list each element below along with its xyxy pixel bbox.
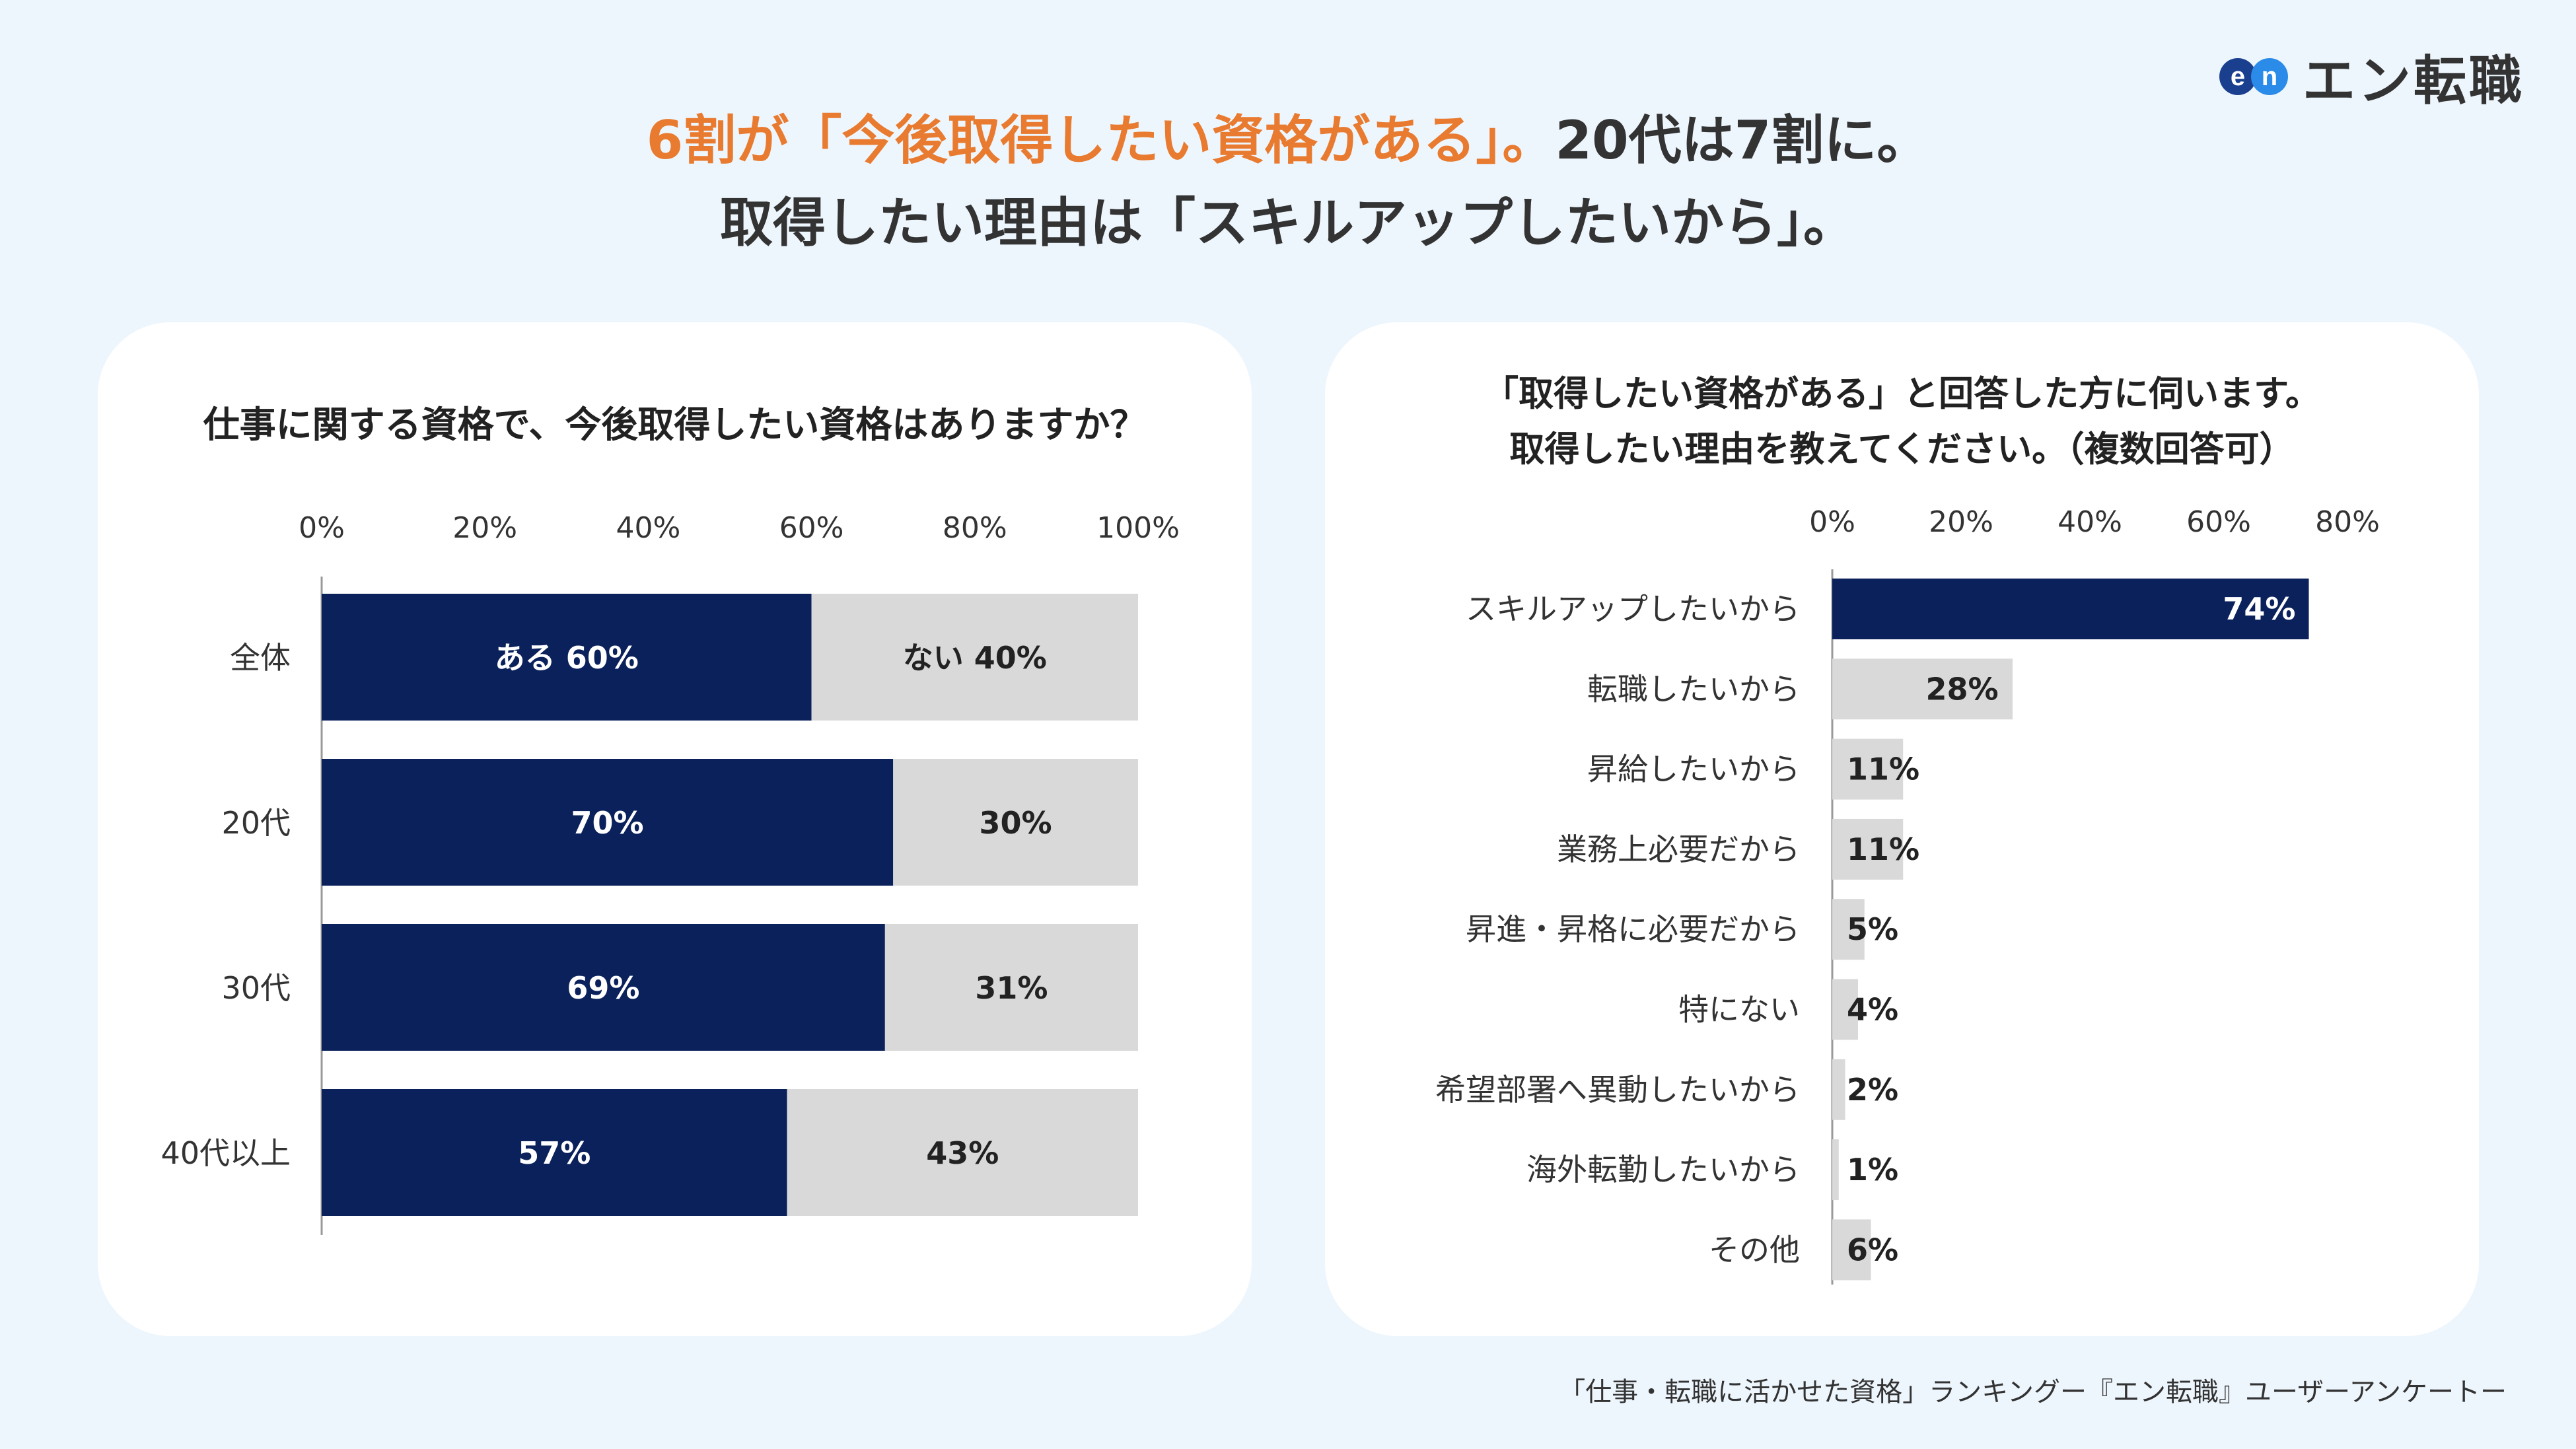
data-label: ある 60% — [495, 640, 639, 676]
data-label: 69% — [567, 970, 639, 1006]
x-tick-label: 100% — [1096, 511, 1180, 545]
category-label: 全体 — [230, 640, 291, 676]
source-footer: 「仕事・転職に活かせた資格」ランキングー『エン転職』ユーザーアンケートー — [1559, 1377, 2507, 1407]
headline: 6割が「今後取得したい資格がある」。20代は7割に。 取得したい理由は「スキルア… — [0, 99, 2576, 264]
x-tick-label: 20% — [452, 511, 517, 545]
x-tick-label: 60% — [779, 511, 844, 545]
x-tick-label: 40% — [616, 511, 681, 545]
bar-segment — [322, 924, 885, 1051]
logo-text: エン転職 — [2303, 50, 2524, 112]
bar-segment — [811, 594, 1138, 721]
x-tick-label: 0% — [299, 511, 345, 545]
right-chart-title: 「取得したい資格がある」と回答した方に伺います。 取得したい理由を教えてください… — [1325, 367, 2479, 477]
bar-segment — [322, 1089, 787, 1216]
bar-segment — [322, 594, 812, 721]
headline-accent: 6割が「今後取得したい資格がある」。 — [646, 110, 1556, 171]
headline-line-1: 6割が「今後取得したい資格がある」。20代は7割に。 — [0, 99, 2576, 182]
logo-mark-e: e — [2219, 58, 2256, 95]
category-label: 30代 — [221, 970, 291, 1006]
data-label: 43% — [926, 1135, 999, 1171]
bar-segment — [787, 1089, 1138, 1216]
data-label: 57% — [518, 1135, 590, 1171]
left-chart-title: 仕事に関する資格で、今後取得したい資格はありますか？ — [203, 404, 1147, 446]
headline-line-2: 取得したい理由は「スキルアップしたいから」。 — [720, 192, 1856, 254]
bar-segment — [322, 759, 894, 886]
data-label: 30% — [980, 805, 1052, 841]
data-label: 70% — [571, 805, 644, 841]
data-label: 31% — [975, 970, 1048, 1006]
headline-rest: 20代は7割に。 — [1555, 110, 1930, 171]
en-tenshoku-logo: e n エン転職 — [2219, 38, 2524, 115]
right-chart-title-line-1: 「取得したい資格がある」と回答した方に伺います。 — [1484, 374, 2320, 414]
en-logo-mark: e n — [2219, 58, 2288, 95]
category-label: 20代 — [221, 805, 291, 841]
data-label: ない 40% — [903, 640, 1047, 676]
bar-segment — [893, 759, 1138, 886]
logo-mark-n: n — [2251, 58, 2288, 95]
right-chart-title-line-2: 取得したい理由を教えてください。（複数回答可） — [1509, 429, 2295, 470]
x-tick-label: 80% — [943, 511, 1007, 545]
bar-segment — [884, 924, 1138, 1051]
category-label: 40代以上 — [161, 1135, 291, 1171]
